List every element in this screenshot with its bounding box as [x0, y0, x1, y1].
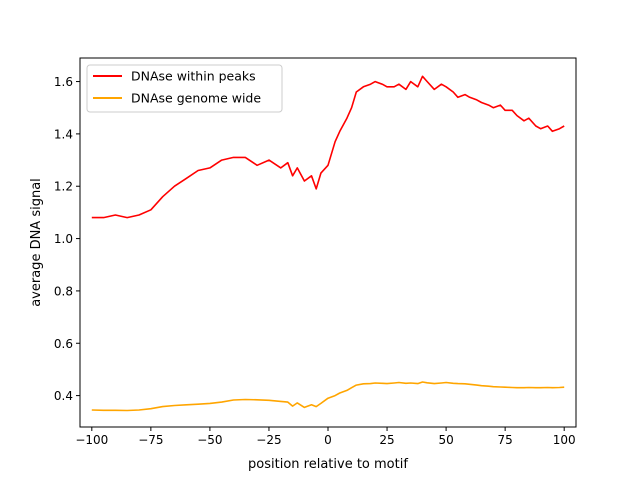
x-tick-label: 0	[324, 433, 332, 447]
x-tick-label: 75	[498, 433, 513, 447]
series-line-1	[91, 381, 565, 412]
y-tick-label: 1.4	[54, 127, 73, 141]
y-tick-label: 0.8	[54, 284, 73, 298]
plot-frame	[79, 57, 577, 428]
x-axis-label: position relative to motif	[248, 457, 408, 472]
y-tick-label: 0.6	[54, 337, 73, 351]
x-tick-label: −50	[197, 433, 222, 447]
x-tick-label: −100	[75, 433, 108, 447]
x-tick-label: 100	[553, 433, 576, 447]
series-line-0	[91, 75, 565, 219]
x-tick-label: −25	[256, 433, 281, 447]
y-tick-label: 1.0	[54, 232, 73, 246]
x-tick-label: 25	[379, 433, 394, 447]
legend-box	[86, 64, 283, 113]
x-tick-label: −75	[138, 433, 163, 447]
y-axis-label: average DNA signal	[29, 178, 44, 307]
y-tick-label: 1.2	[54, 180, 73, 194]
x-axis-ticks: −100 −75 −50 −25 0 25 50 75 100	[75, 427, 576, 447]
x-tick-label: 50	[438, 433, 453, 447]
legend: DNAse within peaks DNAse genome wide	[86, 64, 283, 113]
y-tick-label: 1.6	[54, 75, 73, 89]
y-tick-label: 0.4	[54, 389, 73, 403]
series-layer	[91, 75, 565, 412]
y-axis-ticks: 0.4 0.6 0.8 1.0 1.2 1.4 1.6	[54, 75, 80, 403]
legend-label-genome: DNAse genome wide	[131, 91, 261, 106]
legend-label-peaks: DNAse within peaks	[131, 69, 256, 84]
